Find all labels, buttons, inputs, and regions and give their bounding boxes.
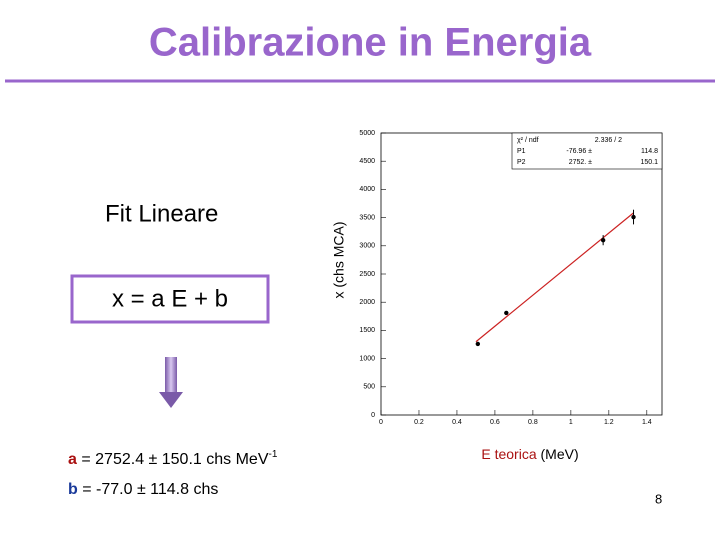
result-text: = -77.0 ± 114.8 chs: [82, 481, 218, 498]
y-tick-label: 3000: [359, 243, 375, 250]
y-tick-label: 1000: [359, 355, 375, 362]
result-symbol: b: [68, 481, 78, 498]
data-point: [600, 237, 606, 243]
x-tick-label: 1: [569, 419, 573, 426]
x-tick-label: 1.4: [642, 419, 652, 426]
stats-cell: χ² / ndf: [517, 137, 539, 144]
stats-cell: P1: [517, 148, 526, 155]
method: Fit Lineare: [105, 200, 218, 227]
x-tick-label: 0.2: [414, 419, 424, 426]
x-tick-label: 0.4: [452, 419, 462, 426]
result-sup: -1: [268, 449, 277, 460]
result-symbol: a: [68, 451, 77, 468]
data-point: [504, 310, 509, 316]
fit-line: [475, 212, 634, 343]
x-tick-label: 0.6: [490, 419, 500, 426]
y-tick-label: 4000: [359, 186, 375, 193]
y-tick-label: 5000: [359, 130, 375, 137]
y-tick-label: 4500: [359, 158, 375, 165]
stats-box: [511, 132, 663, 170]
stats-cell: -76.96 ±: [566, 148, 592, 155]
y-axis-label: x (chs MCA): [331, 222, 347, 299]
x-axis-label-unit: (MeV): [541, 446, 579, 462]
x-tick-label: 0: [379, 419, 383, 426]
stats-cell: 150.1: [640, 159, 658, 166]
x-axis-label-text: E teorica: [481, 446, 536, 462]
result-b: b = -77.0 ± 114.8 chs: [68, 481, 218, 498]
x-tick-label: 1.2: [604, 419, 614, 426]
result-text: = 2752.4 ± 150.1 chs MeV: [81, 451, 268, 468]
plot-frame: [380, 132, 663, 416]
y-tick-label: 500: [363, 384, 375, 391]
result-a: a = 2752.4 ± 150.1 chs MeV-1: [68, 449, 278, 469]
formula-box: [70, 274, 270, 324]
down-arrow: [159, 357, 183, 408]
x-axis-label: E teorica (MeV): [481, 446, 578, 462]
x-tick-label: 0.8: [528, 419, 538, 426]
y-tick-label: 2000: [359, 299, 375, 306]
y-tick-label: 1500: [359, 327, 375, 334]
stats-cell: 2752. ±: [569, 159, 592, 166]
page-number: 8: [655, 491, 662, 506]
formula: x = a E + b: [112, 285, 228, 312]
stats-cell: 114.8: [641, 148, 658, 155]
data-point: [631, 214, 636, 220]
y-tick-label: 0: [371, 412, 375, 419]
slide-title: Calibrazione in Energia: [149, 21, 592, 65]
y-tick-label: 2500: [359, 271, 375, 278]
stats-cell: P2: [517, 159, 526, 166]
data-point: [475, 341, 481, 347]
y-tick-label: 3500: [359, 214, 375, 221]
stats-cell: 2.336 / 2: [595, 137, 622, 144]
